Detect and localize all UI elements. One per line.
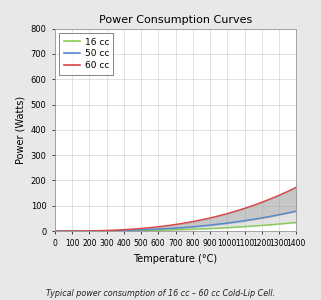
Title: Power Consumption Curves: Power Consumption Curves bbox=[99, 15, 252, 25]
Legend: 16 cc, 50 cc, 60 cc: 16 cc, 50 cc, 60 cc bbox=[59, 33, 113, 74]
X-axis label: Temperature (°C): Temperature (°C) bbox=[134, 254, 218, 264]
Y-axis label: Power (Watts): Power (Watts) bbox=[15, 96, 25, 164]
Text: Typical power consumption of 16 cc – 60 cc Cold-Lip Cell.: Typical power consumption of 16 cc – 60 … bbox=[46, 290, 275, 298]
